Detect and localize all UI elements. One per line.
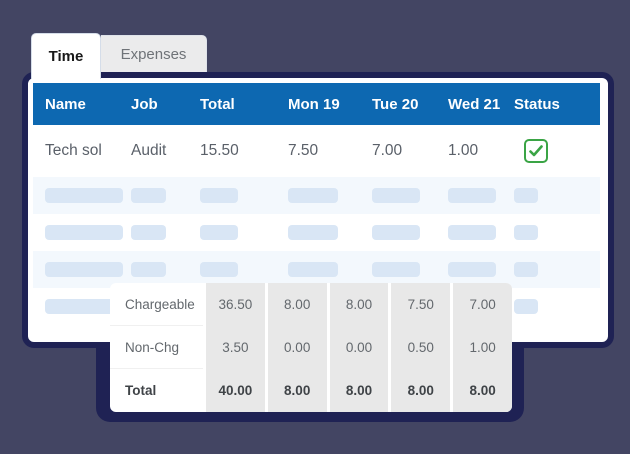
placeholder-pill — [45, 188, 123, 203]
placeholder-cell — [360, 225, 436, 240]
placeholder-pill — [514, 188, 538, 203]
placeholder-cell — [502, 262, 600, 277]
tab-expenses[interactable]: Expenses — [101, 35, 207, 72]
placeholder-cell — [188, 262, 276, 277]
placeholder-cell — [436, 188, 502, 203]
column-header-tue-20: Tue 20 — [372, 95, 419, 113]
placeholder-cell — [188, 225, 276, 240]
timesheet-table-header: Name Job Total Mon 19 Tue 20 Wed 21 Status — [33, 83, 600, 125]
summary-value: 0.50 — [391, 326, 451, 369]
placeholder-pill — [131, 262, 166, 277]
cell-name: Tech sol — [45, 142, 102, 159]
summary-label-non-chg: Non-Chg — [110, 326, 203, 369]
summary-value: 8.00 — [267, 369, 327, 412]
timesheet-card: Name Job Total Mon 19 Tue 20 Wed 21 Status Tec… — [22, 72, 614, 348]
cell-total: 15.50 — [200, 142, 239, 159]
summary-value: 7.50 — [391, 283, 451, 326]
placeholder-cell — [119, 188, 188, 203]
placeholder-pill — [200, 262, 238, 277]
placeholder-cell — [119, 262, 188, 277]
placeholder-pill — [131, 225, 166, 240]
placeholder-pill — [372, 225, 420, 240]
placeholder-cell — [502, 299, 600, 314]
summary-label-total: Total — [125, 383, 157, 398]
placeholder-pill — [448, 225, 496, 240]
tab-time[interactable]: Time — [31, 33, 101, 79]
placeholder-pill — [514, 262, 538, 277]
checkmark-checkbox-icon[interactable] — [524, 139, 548, 163]
summary-value: 8.00 — [453, 369, 512, 412]
cell-job: Audit — [131, 142, 167, 159]
summary-value: 7.00 — [453, 283, 512, 326]
placeholder-cell — [33, 299, 123, 314]
cell-status — [502, 139, 600, 163]
cell-tue20: 7.00 — [372, 142, 403, 159]
summary-value: 40.00 — [206, 369, 265, 412]
placeholder-pill — [288, 225, 338, 240]
placeholder-pill — [372, 188, 420, 203]
cell-mon19: 7.50 — [288, 142, 319, 159]
summary-value: 8.00 — [329, 369, 389, 412]
placeholder-cell — [360, 262, 436, 277]
placeholder-cell — [436, 225, 502, 240]
placeholder-cell — [436, 262, 502, 277]
placeholder-cell — [119, 225, 188, 240]
placeholder-cell — [33, 225, 123, 240]
summary-totals-card: Chargeable 36.50 8.00 8.00 7.50 7.00 Non-Chg 3.… — [110, 283, 512, 412]
placeholder-cell — [276, 262, 360, 277]
placeholder-pill — [514, 299, 538, 314]
timesheet-row-tech-sol: Tech sol Audit 15.50 7.50 7.00 1.00 — [33, 125, 600, 177]
placeholder-pill — [448, 262, 496, 277]
placeholder-row — [33, 214, 600, 251]
summary-value: 0.00 — [267, 326, 327, 369]
column-header-name: Name — [45, 95, 86, 113]
placeholder-cell — [276, 188, 360, 203]
cell-wed21: 1.00 — [448, 142, 479, 159]
summary-label-chargeable: Chargeable — [110, 283, 203, 326]
summary-value: 0.00 — [329, 326, 389, 369]
summary-value: 8.00 — [391, 369, 451, 412]
placeholder-pill — [288, 188, 338, 203]
placeholder-cell — [502, 225, 600, 240]
placeholder-pill — [448, 188, 496, 203]
summary-value: 8.00 — [329, 283, 389, 326]
placeholder-pill — [514, 225, 538, 240]
placeholder-pill — [288, 262, 338, 277]
placeholder-pill — [372, 262, 420, 277]
placeholder-pill — [200, 188, 238, 203]
placeholder-row — [33, 177, 600, 214]
summary-value: 8.00 — [267, 283, 327, 326]
placeholder-cell — [276, 225, 360, 240]
placeholder-cell — [33, 188, 123, 203]
placeholder-cell — [33, 262, 123, 277]
placeholder-pill — [45, 299, 123, 314]
column-header-total: Total — [200, 95, 235, 113]
checkmark-glyph — [529, 145, 543, 157]
column-header-job: Job — [131, 95, 158, 113]
column-header-wed-21: Wed 21 — [448, 95, 501, 113]
placeholder-row — [33, 251, 600, 288]
placeholder-pill — [45, 225, 123, 240]
placeholder-pill — [45, 262, 123, 277]
placeholder-pill — [200, 225, 238, 240]
placeholder-cell — [188, 188, 276, 203]
summary-value: 3.50 — [206, 326, 265, 369]
column-header-mon-19: Mon 19 — [288, 95, 340, 113]
placeholder-cell — [502, 188, 600, 203]
placeholder-pill — [131, 188, 166, 203]
column-header-status: Status — [514, 95, 560, 113]
placeholder-cell — [360, 188, 436, 203]
summary-value: 1.00 — [453, 326, 512, 369]
summary-value: 36.50 — [206, 283, 265, 326]
